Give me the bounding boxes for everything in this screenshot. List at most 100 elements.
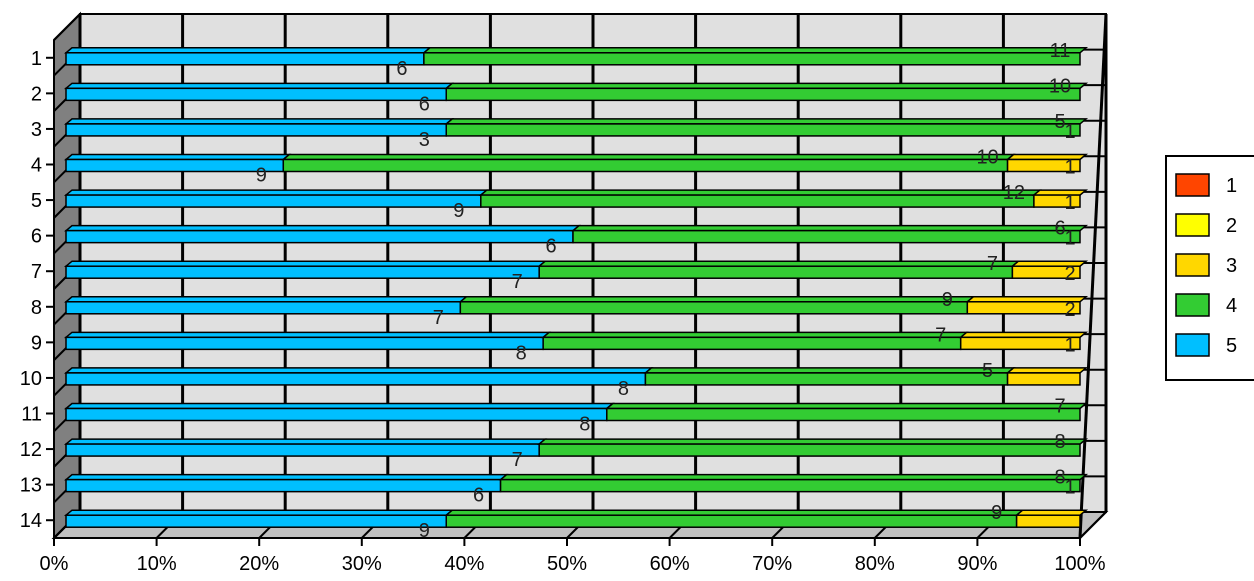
bar-series-4	[499, 478, 1081, 493]
data-label: 5	[982, 360, 993, 382]
gridline-floor	[1079, 511, 1107, 539]
data-label: 7	[512, 449, 523, 471]
bar-series-4	[445, 514, 1018, 528]
bar-series-3	[959, 336, 1081, 351]
bar-series-4	[542, 336, 962, 351]
bar-series-5	[65, 87, 447, 102]
data-label: 8	[579, 414, 590, 436]
data-label: 9	[942, 289, 953, 311]
data-label: 6	[473, 485, 484, 507]
legend-label-series-2: 2	[1226, 215, 1237, 237]
legend-swatch-series-1	[1175, 173, 1210, 197]
bar-series-5	[65, 514, 447, 528]
bar-series-5	[65, 158, 285, 173]
data-label: 2	[1064, 263, 1075, 285]
bar-series-3	[1011, 265, 1081, 279]
data-label: 6	[419, 93, 430, 115]
data-label: 1	[1064, 121, 1075, 143]
x-tick-label: 100%	[1054, 553, 1105, 575]
data-label: 8	[618, 378, 629, 400]
bar-series-5	[65, 407, 608, 422]
gridline-side	[53, 13, 81, 41]
bar-series-4	[282, 158, 1009, 173]
bar-series-4	[459, 301, 969, 315]
y-tick-label: 9	[31, 332, 42, 354]
bar-series-3	[966, 301, 1081, 315]
y-tick-label: 4	[31, 155, 42, 177]
bar-series-4	[445, 87, 1081, 102]
bar-series-5	[65, 336, 544, 351]
y-tick-label: 2	[31, 83, 42, 105]
bar-series-3	[1015, 514, 1081, 528]
chart-bars	[63, 47, 1089, 528]
data-label: 6	[545, 236, 556, 258]
y-tick-label: 5	[31, 190, 42, 212]
y-tick-label: 7	[31, 261, 42, 283]
y-tick-label: 1	[31, 48, 42, 70]
data-label: 10	[976, 147, 998, 169]
data-label: 7	[512, 271, 523, 293]
data-label: 8	[1054, 431, 1065, 453]
bar-series-5	[65, 265, 540, 279]
x-tick-label: 20%	[239, 553, 279, 575]
bar-series-5	[65, 372, 647, 386]
y-tick-label: 11	[21, 404, 42, 426]
data-label: 1	[1064, 477, 1075, 499]
y-tick-label: 12	[20, 439, 42, 461]
legend-swatch-series-5	[1175, 333, 1210, 357]
bar-series-4	[606, 407, 1081, 422]
bar-series-4	[644, 372, 1009, 386]
x-tick-label: 30%	[342, 553, 382, 575]
bar-series-4	[423, 52, 1081, 66]
data-label: 8	[516, 342, 527, 364]
data-label: 7	[1054, 396, 1065, 418]
data-label: 8	[1054, 467, 1065, 489]
bar-series-5	[65, 52, 425, 66]
x-tick-label: 80%	[855, 553, 895, 575]
data-label: 9	[256, 165, 267, 187]
data-label: 5	[1054, 111, 1065, 133]
bar-series-4	[572, 229, 1081, 244]
bar-series-4	[538, 265, 1014, 279]
bar-series-5	[65, 443, 540, 457]
y-tick-label: 6	[31, 226, 42, 248]
data-label: 9	[453, 200, 464, 222]
data-label: 6	[396, 58, 407, 80]
x-tick-label: 50%	[547, 553, 587, 575]
data-label: 3	[419, 129, 430, 151]
legend-swatch-series-4	[1175, 293, 1210, 317]
x-tick-label: 40%	[444, 553, 484, 575]
bar-series-3	[1033, 194, 1081, 208]
x-axis: 0% 10% 20% 30% 40% 50% 60% 70% 80% 90% 100%	[40, 537, 1106, 575]
data-label: 10	[1049, 75, 1071, 97]
y-tick-label: 10	[20, 368, 42, 390]
data-label: 9	[991, 502, 1002, 524]
x-tick-label: 0%	[40, 553, 69, 575]
bar-series-5	[65, 123, 447, 137]
legend-swatch-series-2	[1175, 213, 1210, 237]
y-tick-label: 3	[31, 119, 42, 141]
data-label: 1	[1064, 157, 1075, 179]
legend-label-series-1: 1	[1226, 175, 1237, 197]
right-edge	[1078, 13, 1108, 539]
data-label: 7	[987, 253, 998, 275]
data-label: 2	[1064, 299, 1075, 321]
x-tick-label: 60%	[650, 553, 690, 575]
bar-series-3	[1006, 372, 1081, 386]
legend-label-series-3: 3	[1226, 255, 1237, 277]
data-label: 7	[433, 307, 444, 329]
bar-series-4	[445, 123, 1081, 137]
legend-label-series-4: 4	[1226, 295, 1237, 317]
bar-series-4	[480, 194, 1035, 208]
y-tick-label: 13	[20, 475, 42, 497]
data-label: 9	[419, 520, 430, 542]
x-tick-label: 90%	[957, 553, 997, 575]
data-label: 1	[1064, 334, 1075, 356]
y-tick-label: 8	[31, 297, 42, 319]
bar-series-5	[65, 301, 462, 315]
x-tick-label: 70%	[752, 553, 792, 575]
y-tick-label: 14	[20, 510, 42, 532]
bar-series-5	[65, 194, 482, 208]
